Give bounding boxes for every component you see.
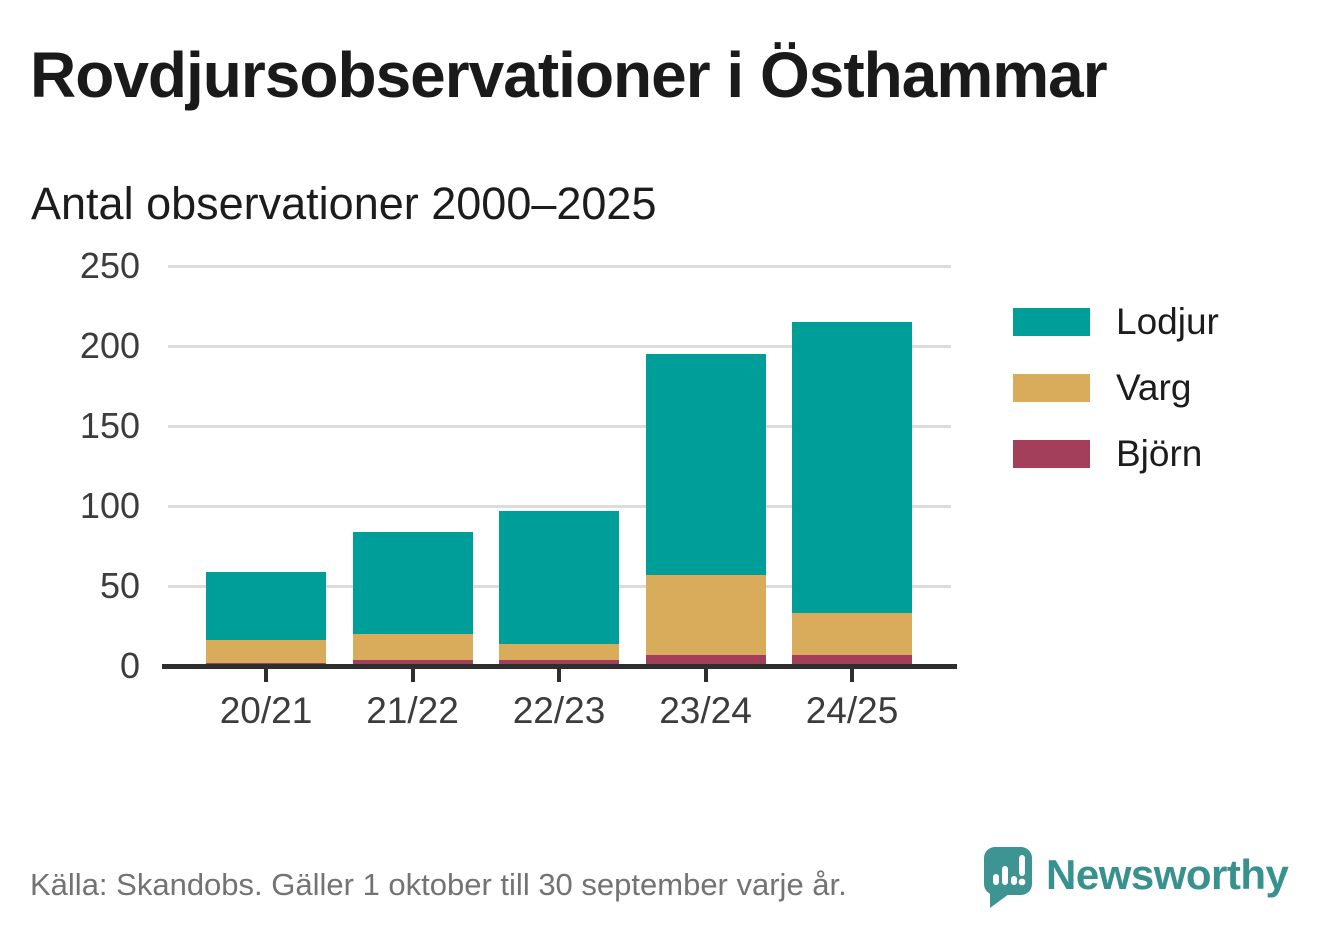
y-tick-label: 0	[119, 645, 140, 686]
legend-item-lodjur: Lodjur	[1013, 303, 1219, 340]
y-tick-label: 50	[99, 565, 140, 606]
x-tick-label: 20/21	[219, 690, 313, 731]
bar-segment-lodjur-20-21	[206, 571, 326, 641]
gridline-200	[168, 344, 951, 348]
y-tick-label: 150	[79, 405, 140, 446]
bar-segment-varg-20-21	[206, 640, 326, 663]
legend-label: Björn	[1116, 433, 1203, 474]
bar-segment-lodjur-21-22	[352, 531, 473, 634]
x-tick-label: 24/25	[805, 690, 899, 731]
bar-segment-varg-22-23	[499, 643, 619, 660]
chart-subtitle: Antal observationer 2000–2025	[31, 178, 657, 229]
x-axis-tick	[850, 669, 854, 682]
gridline-250	[168, 264, 951, 268]
plot-area: 0 50 100 150 200 250 20/21 21/22 22/23 23/24 24/25	[80, 245, 957, 731]
gridline-100	[168, 504, 951, 508]
newsworthy-logo-icon	[984, 847, 1032, 908]
legend-label: Varg	[1116, 367, 1192, 408]
bar-segment-varg-21-22	[352, 634, 473, 660]
x-axis-tick	[557, 669, 561, 682]
bar-segment-lodjur-23-24	[645, 354, 766, 575]
bar-segment-björn-21-22	[352, 659, 473, 666]
y-tick-label: 100	[79, 485, 140, 526]
source-note: Källa: Skandobs. Gäller 1 oktober till 3…	[30, 867, 847, 902]
y-tick-label: 200	[79, 325, 140, 366]
legend-item-varg: Varg	[1013, 369, 1219, 406]
x-axis-tick	[264, 669, 268, 682]
x-axis-line	[162, 664, 957, 669]
gridline-150	[168, 424, 951, 428]
y-tick-label: 250	[79, 245, 140, 286]
x-axis-tick	[703, 669, 708, 682]
bar-segment-björn-24-25	[792, 654, 912, 666]
legend-swatch-björn	[1013, 439, 1090, 468]
bar-segment-björn-23-24	[645, 654, 766, 666]
bar-segment-lodjur-22-23	[499, 510, 619, 644]
bar-segment-varg-24-25	[792, 613, 912, 655]
legend-item-björn: Björn	[1013, 435, 1219, 472]
legend-label: Lodjur	[1116, 301, 1219, 342]
bar-segment-varg-23-24	[645, 574, 766, 655]
chart-title: Rovdjursobservationer i Östhammar	[30, 39, 1108, 111]
newsworthy-brand: Newsworthy	[982, 845, 1289, 911]
legend-swatch-lodjur	[1013, 307, 1090, 336]
legend: Lodjur Varg Björn	[1013, 303, 1219, 501]
newsworthy-wordmark: Newsworthy	[1046, 851, 1289, 898]
x-tick-label: 22/23	[512, 690, 606, 731]
x-tick-label: 21/22	[366, 690, 459, 731]
x-axis-tick	[410, 669, 415, 682]
bar-segment-björn-22-23	[499, 659, 619, 666]
bar-segment-lodjur-24-25	[792, 322, 912, 614]
x-tick-label: 23/24	[659, 690, 752, 731]
legend-swatch-varg	[1013, 373, 1090, 402]
